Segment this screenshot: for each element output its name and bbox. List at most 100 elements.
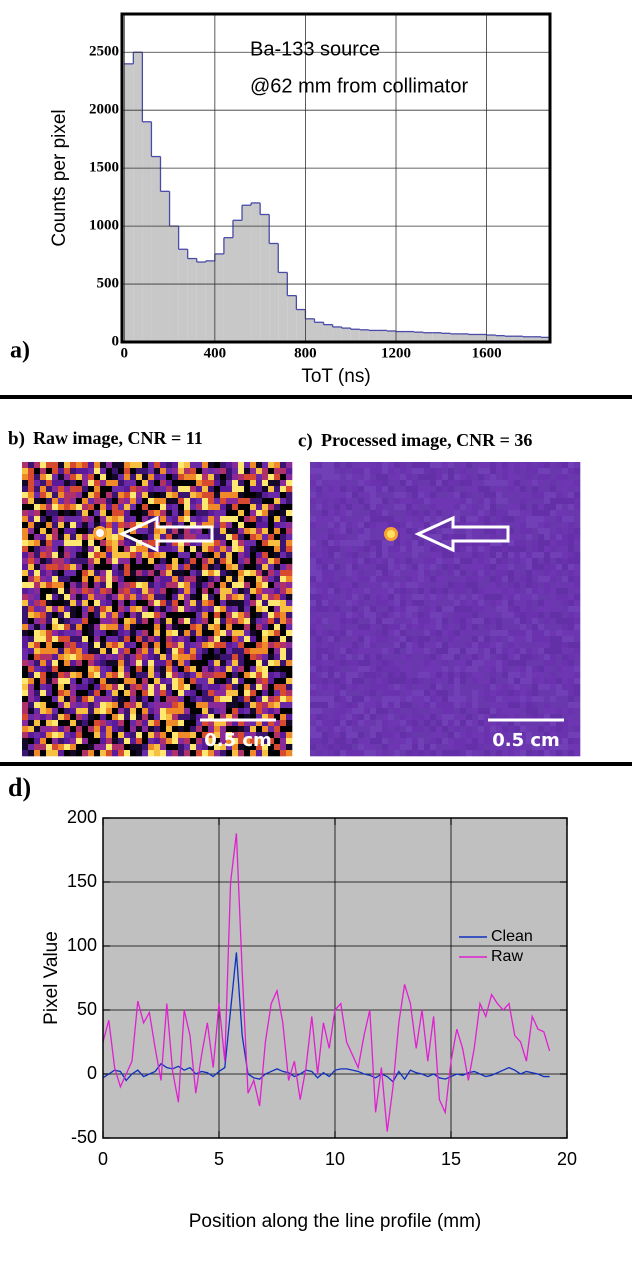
pixel	[442, 678, 449, 685]
pixel	[286, 486, 293, 493]
pixel	[286, 702, 293, 709]
pixel	[178, 558, 185, 565]
pixel	[88, 546, 95, 553]
pixel	[322, 474, 329, 481]
pixel	[112, 474, 119, 481]
separator	[0, 395, 632, 399]
pixel	[208, 702, 215, 709]
pixel	[118, 618, 125, 625]
pixel	[508, 474, 515, 481]
pixel	[508, 480, 515, 487]
pixel	[238, 486, 245, 493]
pixel	[322, 618, 329, 625]
pixel	[106, 480, 113, 487]
pixel	[310, 732, 317, 739]
hot-spot	[387, 530, 395, 538]
pixel	[250, 726, 257, 733]
pixel	[430, 684, 437, 691]
pixel	[442, 738, 449, 745]
pixel	[40, 624, 47, 631]
pixel	[406, 618, 413, 625]
pixel	[532, 624, 539, 631]
pixel	[322, 636, 329, 643]
pixel	[124, 492, 131, 499]
pixel	[454, 726, 461, 733]
pixel	[82, 534, 89, 541]
pixel	[220, 702, 227, 709]
pixel	[160, 612, 167, 619]
pixel	[148, 666, 155, 673]
pixel	[490, 630, 497, 637]
pixel	[94, 618, 101, 625]
pixel	[478, 750, 485, 757]
pixel	[106, 510, 113, 517]
pixel	[40, 732, 47, 739]
pixel	[310, 666, 317, 673]
pixel	[454, 528, 461, 535]
pixel	[538, 546, 545, 553]
pixel	[322, 720, 329, 727]
pixel	[514, 528, 521, 535]
pixel	[538, 624, 545, 631]
pixel	[280, 498, 287, 505]
pixel	[460, 528, 467, 535]
pixel	[490, 654, 497, 661]
pixel	[490, 750, 497, 757]
pixel	[526, 702, 533, 709]
pixel	[100, 516, 107, 523]
pixel	[352, 654, 359, 661]
pixel	[196, 474, 203, 481]
pixel	[64, 498, 71, 505]
pixel	[514, 696, 521, 703]
pixel	[112, 636, 119, 643]
pixel	[250, 552, 257, 559]
pixel	[238, 552, 245, 559]
pixel	[466, 564, 473, 571]
pixel	[118, 546, 125, 553]
pixel	[274, 564, 281, 571]
pixel	[484, 732, 491, 739]
pixel	[382, 564, 389, 571]
bar	[441, 333, 451, 342]
pixel	[382, 474, 389, 481]
pixel	[40, 582, 47, 589]
pixel	[118, 498, 125, 505]
pixel	[196, 630, 203, 637]
pixel	[436, 642, 443, 649]
pixel	[328, 498, 335, 505]
pixel	[328, 516, 335, 523]
pixel	[352, 720, 359, 727]
pixel	[490, 678, 497, 685]
pixel	[442, 576, 449, 583]
pixel	[136, 528, 143, 535]
pixel	[388, 564, 395, 571]
pixel	[34, 618, 41, 625]
pixel	[22, 534, 29, 541]
pixel	[442, 474, 449, 481]
pixel	[238, 690, 245, 697]
pixel	[334, 630, 341, 637]
pixel	[46, 498, 53, 505]
pixel	[184, 558, 191, 565]
pixel	[88, 660, 95, 667]
pixel	[58, 708, 65, 715]
pixel	[130, 546, 137, 553]
pixel	[196, 672, 203, 679]
pixel	[184, 510, 191, 517]
pixel	[466, 462, 473, 469]
pixel	[568, 714, 575, 721]
pixel	[286, 666, 293, 673]
pixel	[358, 474, 365, 481]
pixel	[124, 480, 131, 487]
pixel	[328, 462, 335, 469]
pixel	[418, 582, 425, 589]
pixel	[124, 558, 131, 565]
pixel	[202, 462, 209, 469]
pixel	[28, 696, 35, 703]
pixel	[166, 702, 173, 709]
pixel	[340, 594, 347, 601]
pixel	[400, 612, 407, 619]
pixel	[100, 588, 107, 595]
pixel	[376, 492, 383, 499]
